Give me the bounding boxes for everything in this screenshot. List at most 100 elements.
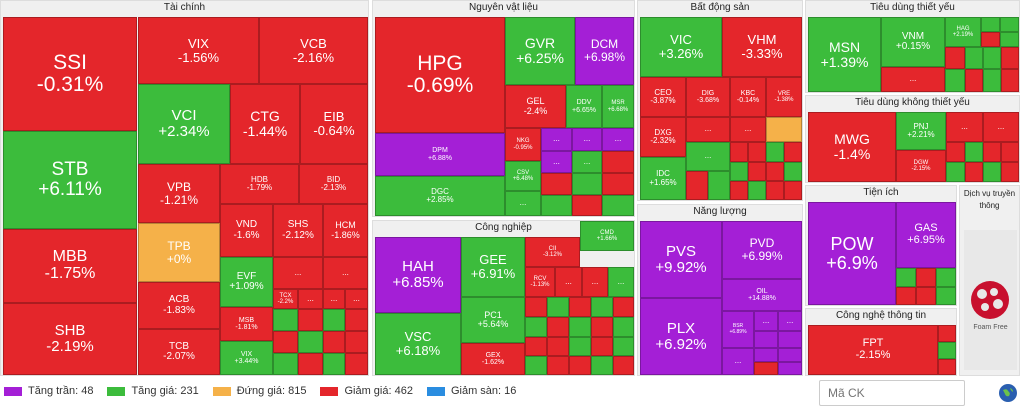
tile-small[interactable] <box>273 331 298 353</box>
tile-small[interactable] <box>273 309 298 331</box>
tile-small[interactable] <box>613 317 634 337</box>
tile-small[interactable] <box>525 297 547 317</box>
tile-small[interactable] <box>1001 142 1019 162</box>
tile-small[interactable] <box>936 287 956 305</box>
tile-more[interactable]: ... <box>505 191 541 216</box>
symbol-search-input[interactable] <box>819 380 965 406</box>
tile-more[interactable]: ... <box>345 289 368 309</box>
tile-msr[interactable]: MSR +6.68% <box>602 85 634 128</box>
tile-small[interactable] <box>541 195 572 216</box>
tile-small[interactable] <box>547 337 569 356</box>
tile-dpm[interactable]: DPM +6.88% <box>375 133 505 176</box>
tile-tpb[interactable]: TPB +0% <box>138 223 220 282</box>
tile-more[interactable]: ... <box>273 257 323 289</box>
tile-mbb[interactable]: MBB -1.75% <box>3 229 137 303</box>
tile-vcb[interactable]: VCB -2.16% <box>259 17 368 84</box>
tile-more[interactable]: ... <box>946 112 983 142</box>
tile-cii[interactable]: CII -3.12% <box>525 237 580 267</box>
tile-small[interactable] <box>784 181 802 200</box>
tile-small[interactable] <box>748 142 766 162</box>
tile-hcm[interactable]: HCM -1.86% <box>323 204 368 257</box>
tile-more[interactable]: ... <box>754 311 778 331</box>
tile-more[interactable]: ... <box>730 117 766 142</box>
tile-dgc[interactable]: DGC +2.85% <box>375 176 505 216</box>
tile-ceo[interactable]: CEO -3.87% <box>640 77 686 117</box>
tile-small[interactable] <box>730 162 748 181</box>
tile-small[interactable] <box>686 171 708 200</box>
tile-small[interactable] <box>345 309 368 331</box>
tile-small[interactable] <box>778 331 802 348</box>
tile-small[interactable] <box>541 173 572 195</box>
tile-tcx[interactable]: TCX -2.2% <box>273 289 298 309</box>
tile-small[interactable] <box>936 268 956 287</box>
tile-cmd[interactable]: CMD +1.66% <box>580 221 634 251</box>
tile-small[interactable] <box>569 356 591 375</box>
tile-acb[interactable]: ACB -1.83% <box>138 282 220 329</box>
tile-small[interactable] <box>730 181 748 200</box>
tile-msb[interactable]: MSB -1.81% <box>220 307 273 341</box>
tile-small[interactable] <box>547 297 569 317</box>
tile-small[interactable] <box>525 317 547 337</box>
tile-evf[interactable]: EVF +1.09% <box>220 257 273 307</box>
tile-small[interactable] <box>345 353 368 375</box>
tile-more[interactable]: ... <box>983 112 1019 142</box>
tile-small[interactable] <box>1000 32 1019 47</box>
tile-small[interactable] <box>613 337 634 356</box>
tile-small[interactable] <box>298 331 323 353</box>
tile-plx[interactable]: PLX +6.92% <box>640 298 722 375</box>
tile-msn[interactable]: MSN +1.39% <box>808 17 881 92</box>
tile-shb[interactable]: SHB -2.19% <box>3 303 137 375</box>
tile-small[interactable] <box>965 47 983 69</box>
tile-small[interactable] <box>748 181 766 200</box>
tile-small[interactable] <box>572 195 602 216</box>
tile-small[interactable] <box>273 353 298 375</box>
tile-small[interactable] <box>323 353 345 375</box>
tile-small[interactable] <box>748 162 766 181</box>
tile-small[interactable] <box>602 195 634 216</box>
tile-small[interactable] <box>1000 17 1019 32</box>
tile-small[interactable] <box>965 162 983 182</box>
tile-small[interactable] <box>766 162 784 181</box>
tile-small[interactable] <box>784 142 802 162</box>
tile-small[interactable] <box>784 162 802 181</box>
tile-small[interactable] <box>613 297 634 317</box>
tile-small[interactable] <box>946 142 965 162</box>
tile-gvr[interactable]: GVR +6.25% <box>505 17 575 85</box>
tile-hah[interactable]: HAH +6.85% <box>375 237 461 313</box>
tile-small[interactable] <box>1001 69 1019 92</box>
tile-more[interactable]: ... <box>686 142 730 171</box>
tile-small[interactable] <box>572 173 602 195</box>
tile-pvd[interactable]: PVD +6.99% <box>722 221 802 279</box>
tile-dig[interactable]: DIG -3.68% <box>686 77 730 117</box>
tile-idc[interactable]: IDC +1.65% <box>640 157 686 200</box>
tile-small[interactable] <box>591 356 613 375</box>
tile-more[interactable]: ... <box>555 267 582 297</box>
tile-stb[interactable]: STB +6.11% <box>3 131 137 229</box>
tile-small[interactable] <box>945 47 965 69</box>
tile-more[interactable]: ... <box>722 348 754 375</box>
tile-small[interactable] <box>345 331 368 353</box>
globe-icon[interactable] <box>999 384 1017 402</box>
tile-small[interactable] <box>730 142 748 162</box>
tile-small[interactable] <box>298 309 323 331</box>
tile-small[interactable] <box>591 317 613 337</box>
tile-tcb[interactable]: TCB -2.07% <box>138 329 220 375</box>
tile-more[interactable]: ... <box>602 128 634 151</box>
tile-small[interactable] <box>323 309 345 331</box>
tile-small[interactable] <box>766 142 784 162</box>
tile-small[interactable] <box>591 337 613 356</box>
tile-small[interactable] <box>916 287 936 305</box>
tile-small[interactable] <box>602 151 634 173</box>
tile-ddv[interactable]: DDV +6.65% <box>566 85 602 128</box>
tile-small[interactable] <box>323 331 345 353</box>
tile-more[interactable]: ... <box>881 67 945 92</box>
tile-gee[interactable]: GEE +6.91% <box>461 237 525 297</box>
tile-small[interactable] <box>983 142 1001 162</box>
tile-pc1[interactable]: PC1 +5.64% <box>461 297 525 343</box>
tile-mwg[interactable]: MWG -1.4% <box>808 112 896 182</box>
tile-small[interactable] <box>613 356 634 375</box>
tile-pvs[interactable]: PVS +9.92% <box>640 221 722 298</box>
tile-more[interactable]: ... <box>323 289 345 309</box>
tile-small[interactable] <box>778 348 802 362</box>
tile-nkg[interactable]: NKG -0.95% <box>505 128 541 161</box>
